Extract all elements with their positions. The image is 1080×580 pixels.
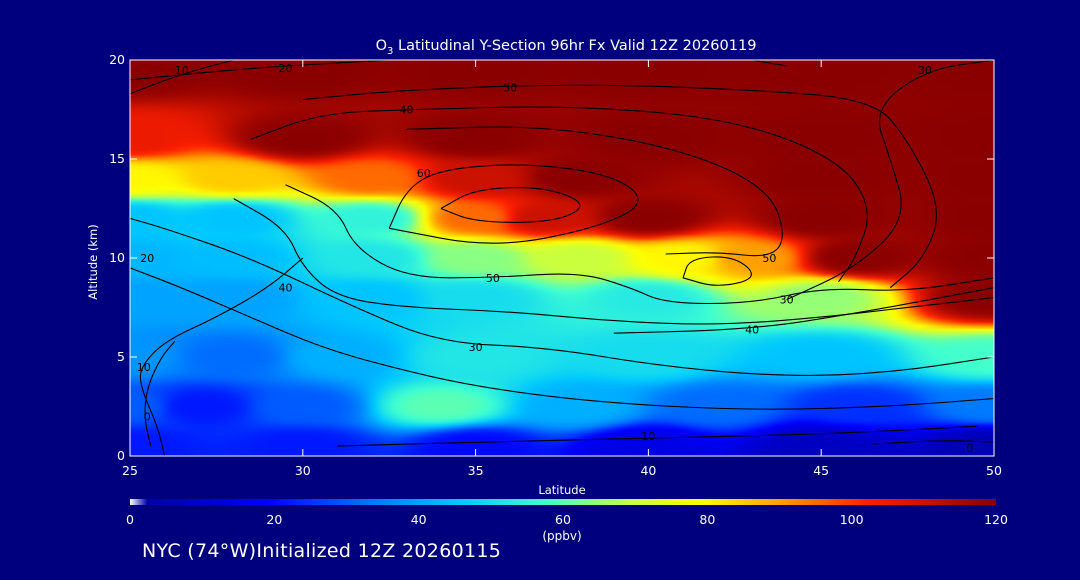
title-rest: Latitudinal Y-Section 96hr Fx Valid 12Z … [393,38,756,54]
ozone-field [130,60,994,456]
contour-label: 10 [641,430,655,443]
x-tick-label: 45 [813,463,829,478]
contour-label: 40 [400,104,414,117]
x-axis-ticks: 25 30 35 40 45 50 [122,60,1002,478]
colorbar-tick-label: 60 [555,512,571,527]
contour-label: 20 [279,62,293,75]
y-tick-label: 10 [109,250,125,265]
x-tick-label: 35 [468,463,484,478]
contour-line [682,256,752,286]
contour-line [613,287,994,334]
contour-line [285,184,994,305]
colorbar-tick-label: 40 [411,512,427,527]
contour-line [250,106,868,283]
contour-line [388,164,639,244]
colorbar [130,499,996,505]
x-axis-label: Latitude [538,483,585,497]
contour-line [130,60,390,81]
colorbar-ticks: 0 20 40 60 80 100 120 [126,512,1008,527]
contour-label: 10 [175,64,189,77]
x-tick-label: 50 [986,463,1002,478]
contour-line [139,257,304,456]
contour-line [337,425,977,447]
contour-label: 30 [780,294,794,307]
colorbar-tick-label: 80 [699,512,715,527]
contour-label: 40 [279,282,293,295]
title-subscript: 3 [387,46,393,57]
y-tick-label: 5 [117,349,125,364]
contour-line [302,84,937,289]
colorbar-tick-label: 0 [126,512,134,527]
y-axis-label: Altitude (km) [86,224,100,299]
contour-line [130,60,234,95]
contour-lines [130,60,994,456]
y-tick-label: 15 [109,151,125,166]
contour-line [130,217,994,376]
colorbar-tick-label: 100 [840,512,864,527]
x-tick-label: 40 [640,463,656,478]
contour-label: 0 [144,410,151,423]
contour-line [872,440,994,445]
contour-label: 60 [417,167,431,180]
y-tick-label: 0 [117,448,125,463]
x-tick-label: 25 [122,463,138,478]
contour-label: 40 [745,323,759,336]
contour-label: 50 [503,82,517,95]
contour-line [752,60,787,67]
contour-line [233,198,994,325]
title-prefix: O [376,38,387,54]
y-tick-label: 20 [109,52,125,67]
y-axis-ticks: 0 5 10 15 20 [109,52,994,463]
x-tick-label: 30 [295,463,311,478]
contour-line [144,340,176,447]
colorbar-label: (ppbv) [542,529,581,543]
chart-title: O3 Latitudinal Y-Section 96hr Fx Valid 1… [376,38,757,57]
contour-labels: 0 10 10 20 30 40 40 50 60 50 40 50 20 10 30 30 0 [137,62,973,455]
contour-label: 10 [137,361,151,374]
contour-label: 0 [966,442,973,455]
initialization-footer: NYC (74°W)Initialized 12Z 20260115 [142,540,502,562]
colorbar-tick-label: 120 [984,512,1008,527]
contour-line [786,60,994,301]
contour-line [440,187,581,223]
contour-label: 50 [762,252,776,265]
contour-line [130,267,994,410]
contour-label: 30 [918,64,932,77]
contour-label: 20 [140,252,154,265]
contour-line [406,126,783,257]
contour-label: 50 [486,272,500,285]
contour-label: 30 [469,341,483,354]
colorbar-tick-label: 20 [266,512,282,527]
